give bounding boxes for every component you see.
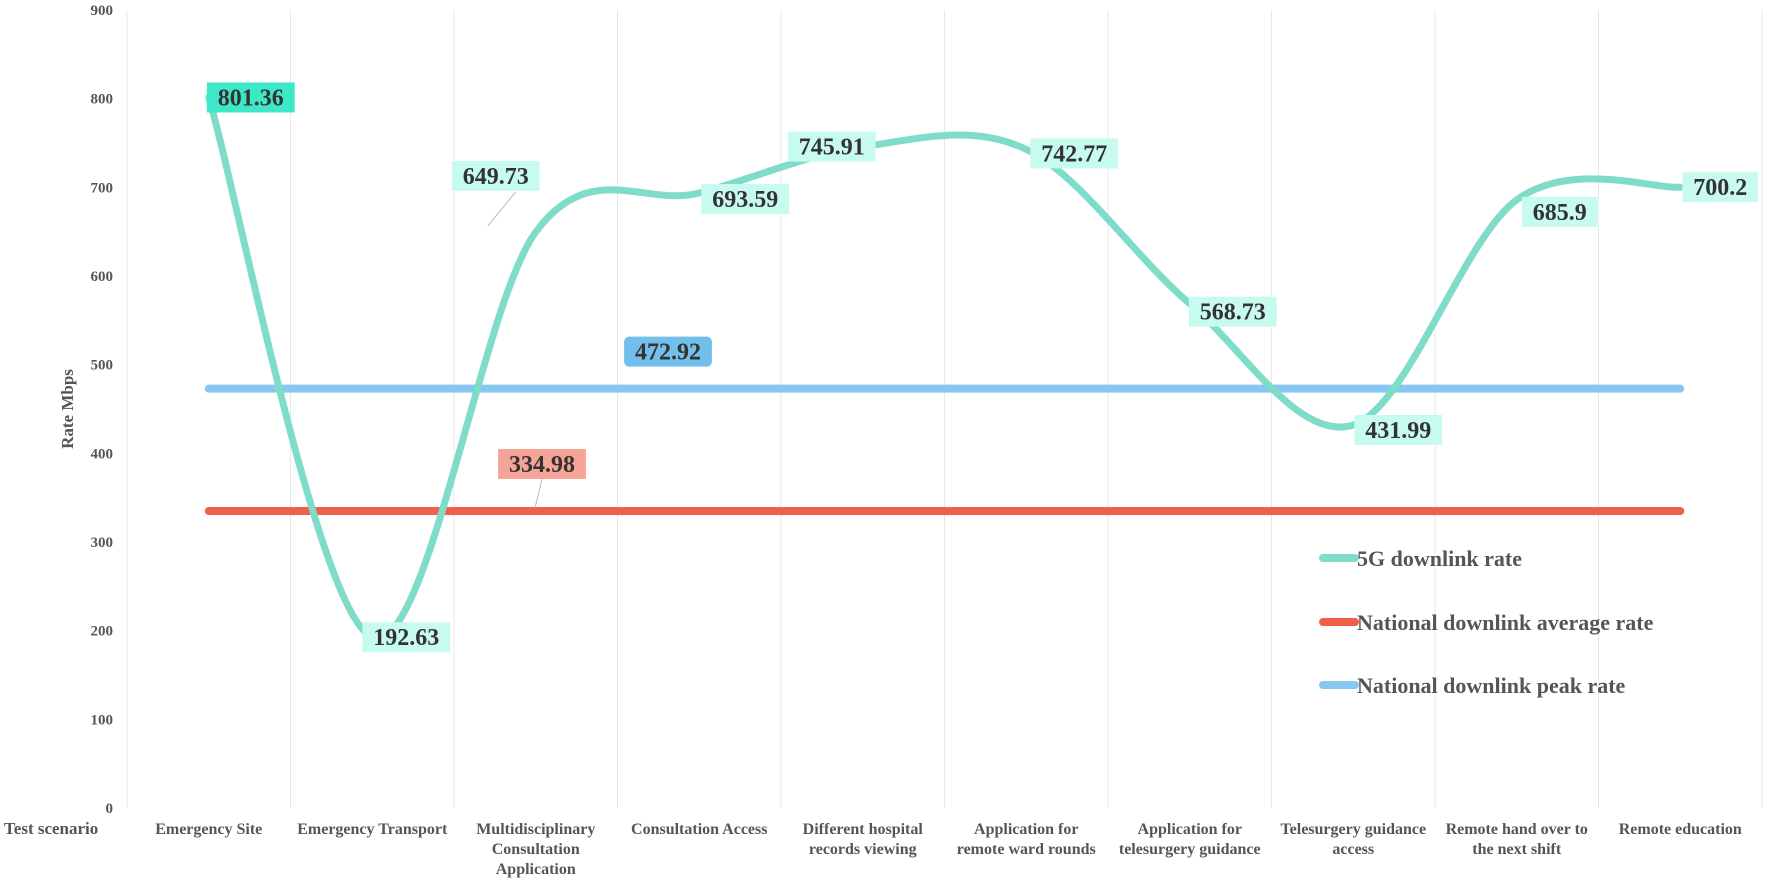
legend-label: 5G downlink rate (1357, 546, 1522, 571)
data-label-average: 334.98 (509, 452, 575, 478)
legend-label: National downlink peak rate (1357, 673, 1626, 698)
data-label-5g-bg (1682, 172, 1758, 203)
data-label-5g-bg (1188, 296, 1277, 327)
data-label-5g-bg (787, 131, 876, 162)
leader-line (534, 478, 543, 509)
data-label-5g-bg (451, 160, 540, 191)
data-label-5g: 700.2 (1693, 175, 1747, 201)
data-label-5g: 693.59 (712, 187, 778, 213)
data-label-5g: 568.73 (1200, 300, 1266, 326)
data-label-5g-bg (701, 184, 790, 215)
x-axis-title: Test scenario (4, 819, 98, 838)
x-tick-label: Emergency Site (155, 821, 262, 838)
y-tick-label: 300 (91, 535, 114, 551)
y-tick-label: 100 (91, 712, 114, 728)
data-label-5g: 742.77 (1041, 141, 1107, 167)
x-tick-label: Consultation Access (631, 821, 767, 838)
data-label-peak-bg (624, 336, 712, 367)
data-label-5g: 685.9 (1533, 200, 1587, 226)
data-label-5g: 649.73 (463, 164, 529, 190)
data-label-5g-bg (206, 82, 295, 113)
data-label-5g: 745.91 (799, 135, 865, 161)
data-label-5g: 431.99 (1365, 418, 1431, 444)
data-label-5g-bg (362, 622, 451, 653)
data-label-5g: 801.36 (218, 85, 284, 111)
x-tick-label: Telesurgery guidance access (1280, 821, 1426, 858)
y-tick-label: 200 (91, 624, 114, 640)
data-label-5g-bg (1522, 196, 1598, 227)
data-label-5g-bg (1354, 414, 1443, 445)
leader-line (487, 191, 517, 227)
y-tick-label: 700 (91, 180, 114, 196)
data-label-average-bg (498, 448, 586, 479)
y-tick-label: 800 (91, 92, 114, 108)
y-tick-label: 900 (91, 3, 114, 19)
legend-label: National downlink average rate (1357, 610, 1654, 635)
x-axis-categories: Emergency Site Emergency Transport Multidi… (155, 821, 1742, 878)
x-tick-label: Remote education (1619, 821, 1742, 838)
y-tick-label: 0 (106, 801, 114, 817)
x-tick-label: Application for remote ward rounds (957, 821, 1096, 858)
y-axis-title: Rate Mbps (58, 369, 77, 449)
legend: 5G downlink rate National downlink averag… (1319, 546, 1654, 698)
x-tick-label: Different hospital records viewing (803, 821, 924, 858)
y-tick-label: 600 (91, 269, 114, 285)
data-labels: 801.36 192.63 649.73 693.59 745.91 742.77 568.… (206, 82, 1758, 653)
y-tick-label: 400 (91, 446, 114, 462)
x-tick-label: Application for telesurgery guidance (1119, 821, 1261, 858)
y-tick-label: 500 (91, 358, 114, 374)
data-label-5g: 192.63 (373, 625, 439, 651)
y-axis-ticks: 0 100 200 300 400 500 600 700 800 900 (91, 3, 114, 817)
x-tick-label: Remote hand over to the next shift (1446, 821, 1588, 858)
data-label-peak: 472.92 (635, 340, 701, 366)
data-label-5g-bg (1030, 138, 1119, 169)
x-tick-label: Multidisciplinary Consultation Application (476, 821, 595, 878)
x-tick-label: Emergency Transport (297, 821, 448, 838)
